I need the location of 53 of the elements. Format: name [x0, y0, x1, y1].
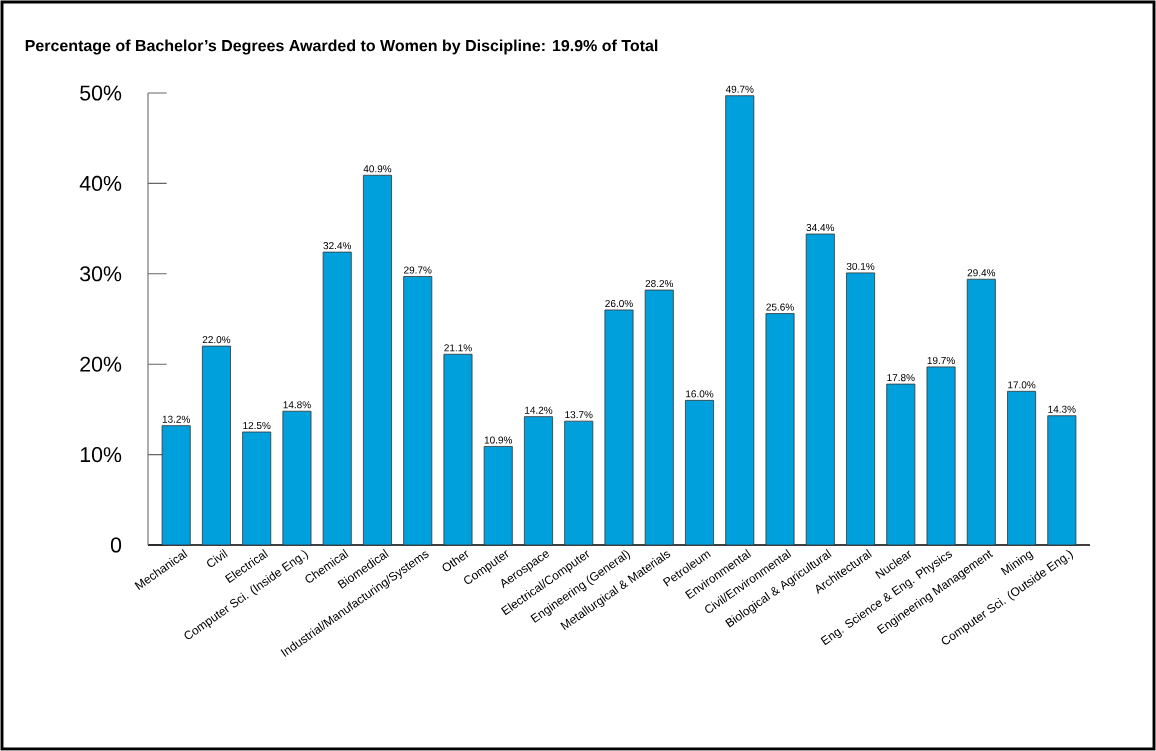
- chart-title: Percentage of Bachelor’s Degrees Awarded to Women by Discipline: 19.9% of Total: [25, 39, 658, 55]
- bar: [805, 233, 835, 546]
- data-label: 40.9%: [363, 165, 392, 173]
- data-label: 26.0%: [605, 299, 633, 308]
- bar: [966, 278, 996, 546]
- data-label: 14.8%: [283, 401, 311, 409]
- data-label: 25.6%: [766, 303, 794, 311]
- y-tick-label: 20%: [80, 356, 122, 372]
- bar: [765, 313, 795, 546]
- bar: [483, 446, 513, 546]
- data-label: 12.5%: [243, 421, 271, 430]
- data-label: 16.0%: [686, 390, 714, 398]
- data-label: 14.2%: [525, 406, 553, 414]
- bar: [1007, 390, 1037, 546]
- bar: [524, 416, 553, 546]
- bar: [644, 289, 674, 546]
- data-label: 29.4%: [967, 269, 996, 277]
- bar: [161, 425, 191, 546]
- y-tick-label: 30%: [80, 266, 122, 282]
- data-label: 14.3%: [1048, 405, 1076, 413]
- data-label: 13.7%: [565, 411, 593, 419]
- data-label: 17.0%: [1008, 381, 1036, 389]
- data-label: 49.7%: [725, 85, 754, 93]
- y-tick-label: 0: [110, 537, 122, 553]
- bar: [564, 420, 594, 546]
- data-label: 30.1%: [846, 262, 875, 270]
- bar: [242, 431, 272, 546]
- bar: [282, 410, 312, 546]
- bar: [201, 345, 231, 546]
- data-label: 19.7%: [927, 356, 955, 364]
- y-tick-label: 10%: [80, 447, 122, 463]
- bar: [362, 174, 392, 546]
- data-label: 10.9%: [484, 436, 513, 444]
- bar: [1047, 415, 1077, 546]
- y-tick-label: 40%: [79, 175, 122, 191]
- data-label: 13.2%: [162, 415, 190, 423]
- bar: [403, 276, 433, 546]
- data-label: 22.0%: [202, 336, 231, 344]
- bar: [322, 251, 352, 546]
- bar: [886, 383, 916, 546]
- data-label: 28.2%: [645, 280, 674, 288]
- bar: [604, 309, 634, 546]
- bar: [725, 95, 755, 546]
- data-label: 21.1%: [444, 344, 472, 352]
- data-label: 34.4%: [806, 224, 835, 232]
- data-label: 17.8%: [887, 374, 915, 382]
- bar: [685, 399, 715, 546]
- bar: [846, 272, 876, 546]
- y-tick-label: 50%: [80, 85, 122, 101]
- data-label: 32.4%: [323, 242, 352, 250]
- bar: [926, 366, 956, 546]
- data-label: 29.7%: [404, 266, 432, 274]
- bar: [443, 353, 473, 546]
